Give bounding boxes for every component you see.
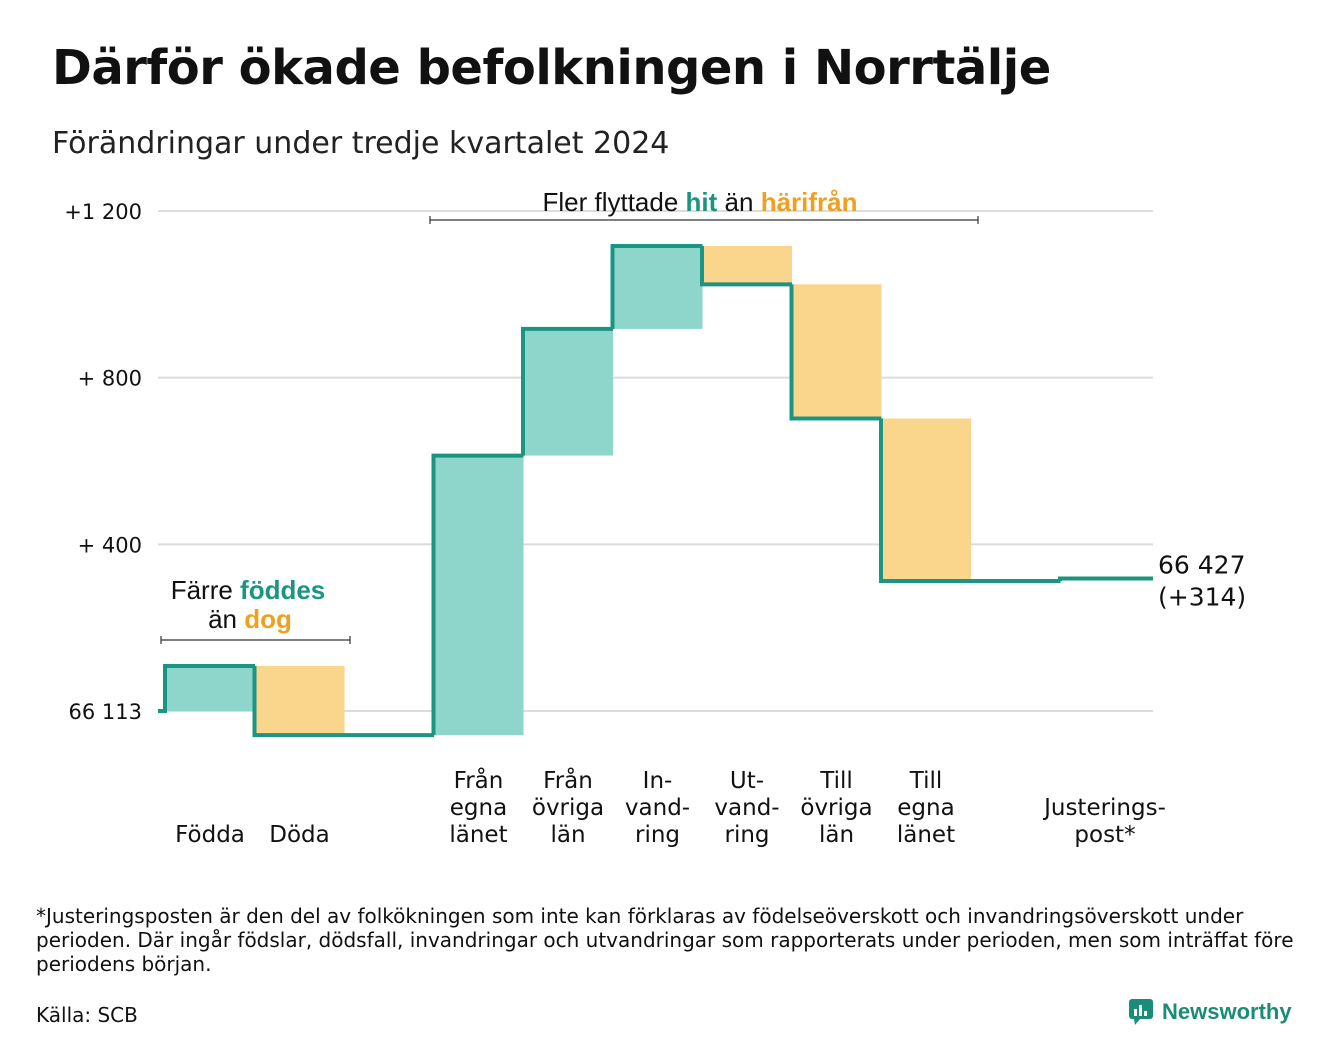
bar-increase: [433, 455, 524, 736]
annotation-migration: Fler flyttade hit än härifrån: [542, 187, 857, 217]
x-tick-label: län: [550, 822, 585, 848]
bar-increase: [523, 328, 613, 456]
end-value-label: 66 427: [1158, 551, 1245, 580]
y-tick-label: + 400: [78, 533, 142, 557]
x-tick-label: övriga: [532, 795, 604, 821]
footnote: *Justeringsposten är den del av folkökni…: [36, 904, 1294, 976]
step-line: [158, 244, 1153, 738]
brand-name: Newsworthy: [1162, 999, 1292, 1024]
x-tick-label: Justerings-: [1042, 795, 1166, 821]
chart-title: Därför ökade befolkningen i Norrtälje: [52, 40, 1051, 96]
x-tick-label: Ut-: [730, 768, 764, 794]
x-tick-label: ring: [724, 822, 769, 848]
brand-logo: Newsworthy: [1128, 998, 1292, 1026]
x-tick-label: Döda: [269, 822, 329, 848]
bar-decrease: [791, 284, 882, 419]
x-tick-label: Till: [819, 768, 853, 794]
annotation-births-line2: än dog: [208, 604, 292, 634]
bars: [165, 246, 971, 736]
x-tick-label: In-: [643, 768, 673, 794]
bar-decrease: [254, 666, 345, 736]
waterfall-step-line: [158, 244, 1153, 738]
x-tick-labels: Födda DödaFrånegnalänetFrånövrigalänIn-va…: [175, 766, 1166, 848]
bar-increase: [612, 246, 703, 329]
source-label: Källa: SCB: [36, 1003, 138, 1027]
bar-decrease: [702, 246, 792, 285]
y-tick-labels: 66 113 + 400 + 800 +1 200: [64, 200, 142, 724]
x-tick-label: länet: [897, 822, 955, 848]
waterfall-chart: 66 113+ 400+ 800+1 200 Födda DödaFrånegna…: [64, 187, 1246, 848]
bar-increase: [165, 666, 255, 711]
chart-subtitle: Förändringar under tredje kvartalet 2024: [52, 126, 670, 161]
x-tick-label: Födda: [175, 822, 245, 848]
bar-decrease: [881, 418, 971, 581]
end-change-label: (+314): [1158, 583, 1246, 612]
x-tick-label: post*: [1074, 822, 1135, 848]
x-tick-label: vand-: [625, 795, 690, 821]
x-tick-label: Från: [454, 766, 504, 794]
annotation-births-line1: Färre föddes: [171, 575, 326, 605]
x-tick-label: egna: [897, 795, 954, 821]
x-tick-label: egna: [450, 795, 507, 821]
y-tick-label: + 800: [78, 367, 142, 391]
y-tick-label: +1 200: [64, 200, 142, 224]
x-tick-label: ring: [635, 822, 680, 848]
x-tick-label: länet: [449, 822, 507, 848]
x-tick-label: vand-: [714, 795, 779, 821]
newsworthy-logo-icon: [1129, 999, 1153, 1025]
x-tick-label: Till: [909, 768, 943, 794]
y-tick-label: 66 113: [69, 700, 142, 724]
x-tick-label: Från: [543, 766, 593, 794]
x-tick-label: övriga: [800, 795, 872, 821]
x-tick-label: län: [819, 822, 854, 848]
